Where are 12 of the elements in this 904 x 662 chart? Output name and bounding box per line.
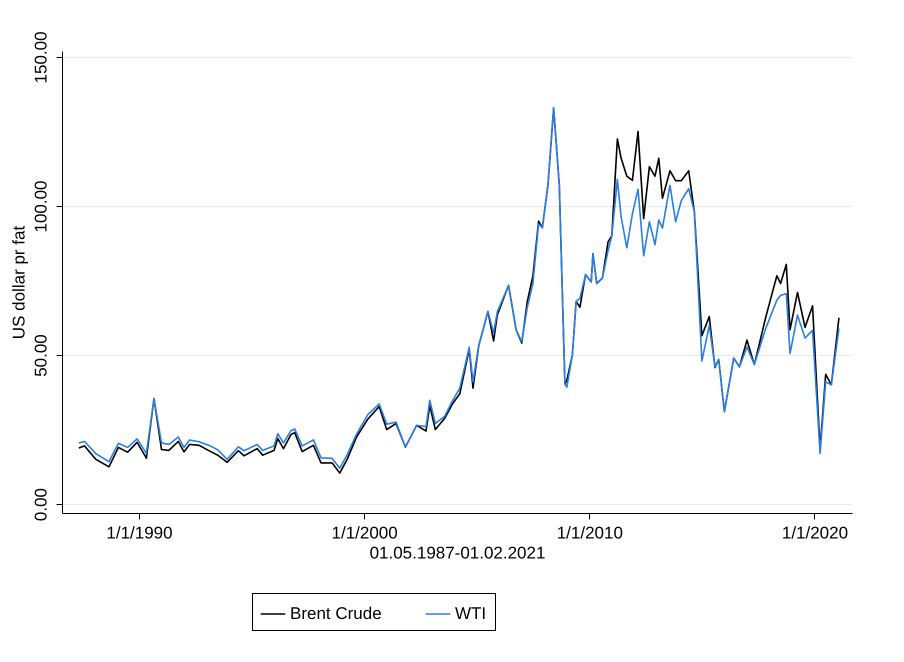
- legend-label: WTI: [455, 604, 486, 623]
- y-tick-label: 0.00: [32, 488, 50, 522]
- y-tick-label: 50.00: [32, 334, 50, 377]
- y-tick-label: 100.00: [32, 180, 50, 232]
- y-tick-label: 150.00: [32, 31, 50, 84]
- x-tick-label: 1/1/1990: [106, 524, 173, 542]
- legend-label: Brent Crude: [290, 604, 382, 623]
- x-tick-label: 1/1/2020: [782, 524, 848, 542]
- x-tick-label: 1/1/2000: [332, 524, 398, 542]
- y-axis-title: US dollar pr fat: [10, 226, 28, 340]
- x-axis-title: 01.05.1987-01.02.2021: [370, 544, 546, 562]
- x-tick-label: 1/1/2010: [556, 524, 623, 542]
